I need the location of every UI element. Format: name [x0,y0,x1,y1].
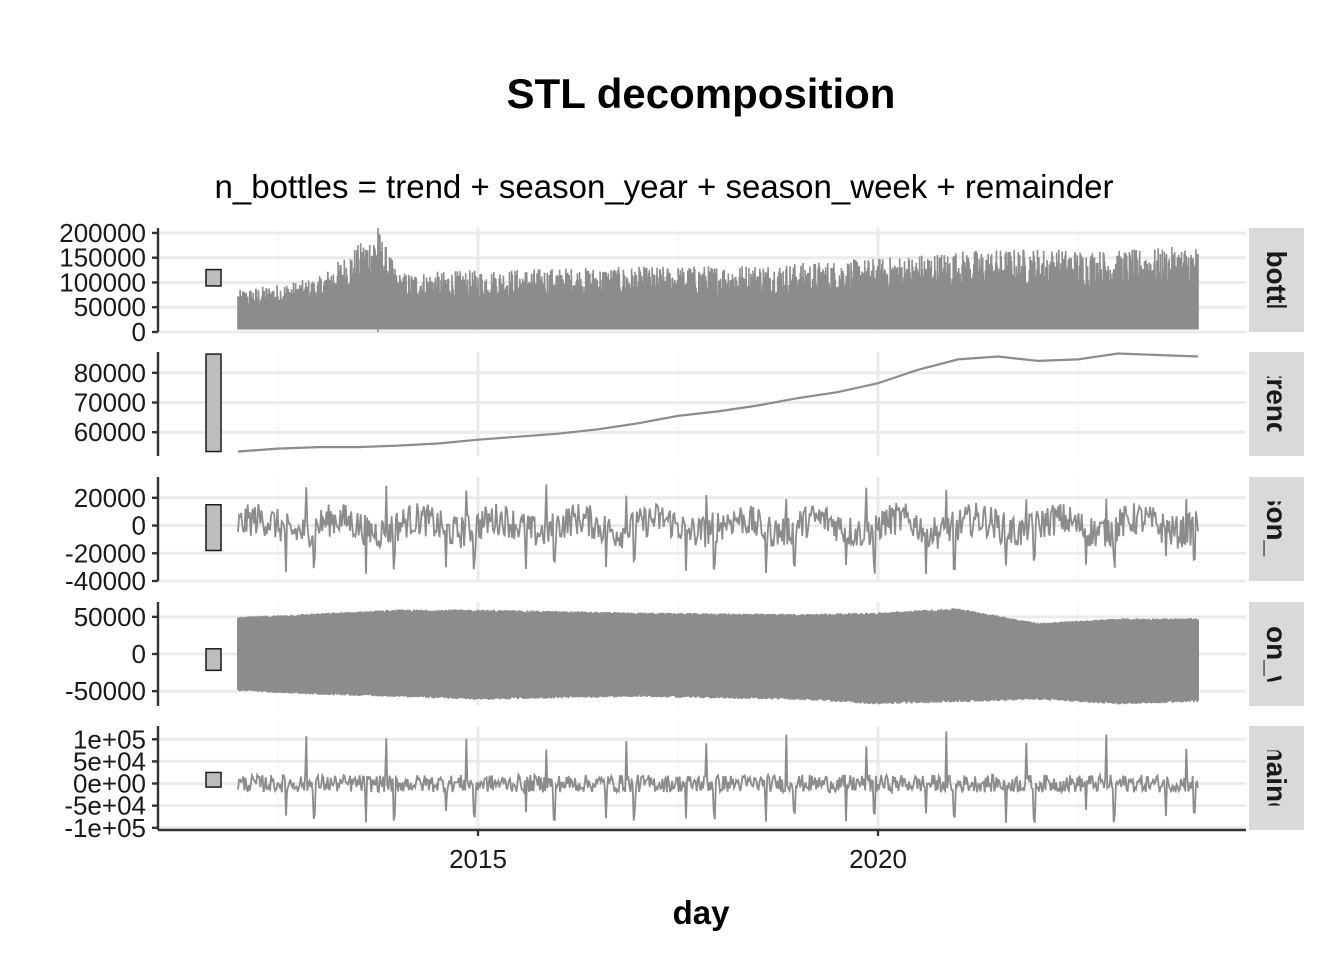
x-axis: 2015 2020 [158,828,1246,874]
strip-background [1249,228,1304,332]
x-tick-label: 2015 [449,844,507,874]
y-tick-label: -20000 [65,538,146,568]
strip-label: season_week [1261,564,1292,745]
strip-label: remainder [1261,710,1292,845]
y-tick-label: 0e+00 [73,769,146,799]
series-line [237,352,1199,453]
y-tick-label: 20000 [74,483,146,513]
y-tick-label: 0 [132,317,146,347]
y-tick-label: 50000 [74,292,146,322]
y-tick-label: -1e+05 [64,813,146,843]
strip-background [1249,602,1304,706]
scale-bar [205,648,222,672]
y-tick-label: 80000 [74,358,146,388]
panel-grid [158,352,1246,456]
y-tick-label: 1e+05 [73,724,146,754]
strip-label: n_bottles [1261,218,1292,342]
scale-bar [205,353,222,453]
x-tick-label: 2020 [849,844,907,874]
y-tick-label: 100000 [59,267,146,297]
chart-subtitle: n_bottles = trend + season_year + season… [215,168,1114,205]
strip-background [1249,726,1304,830]
y-tick-label: -50000 [65,676,146,706]
y-tick-label: 50000 [74,602,146,632]
y-tick-label: 0 [132,639,146,669]
y-tick-label: 60000 [74,417,146,447]
y-tick-label: 5e+04 [73,746,146,776]
scale-bar [205,771,222,788]
chart-title: STL decomposition [507,70,896,117]
y-tick-label: 200000 [59,218,146,248]
strip-label: trend [1261,369,1292,439]
y-tick-label: -40000 [65,566,146,596]
x-axis-label: day [673,894,731,931]
y-tick-label: 150000 [59,243,146,273]
scale-bar [205,268,222,287]
y-tick-label: -5e+04 [64,791,146,821]
series-line [237,228,1199,332]
series-line [237,484,1199,575]
y-tick-label: 0 [132,511,146,541]
scale-bar [205,503,222,552]
strip-background [1249,477,1304,581]
y-tick-label: 70000 [74,388,146,418]
strip-background [1249,352,1304,456]
strip-label: season_year [1261,444,1292,614]
series-line [237,731,1199,823]
panel-season_week: -50000 0 50000 season_week [65,564,1304,745]
series-band [237,608,1199,705]
